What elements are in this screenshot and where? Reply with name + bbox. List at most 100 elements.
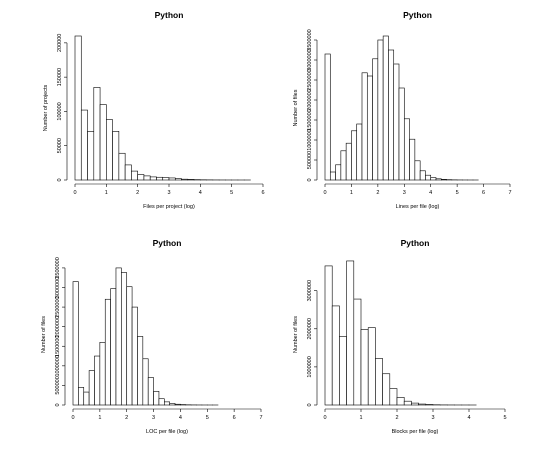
x-tick-label: 2	[376, 190, 379, 196]
x-tick-label: 0	[71, 415, 74, 421]
histogram-bar	[360, 329, 369, 406]
histogram-bar	[356, 123, 363, 181]
histogram-bar	[153, 390, 160, 406]
histogram-bar	[329, 171, 336, 181]
x-tick-label: 4	[179, 415, 182, 421]
histogram-bar	[396, 397, 405, 406]
histogram-bar	[324, 53, 331, 181]
x-tick-label: 3	[152, 415, 155, 421]
x-tick-label: 3	[167, 190, 170, 196]
histogram-bar	[377, 39, 384, 181]
histogram-bar	[331, 305, 340, 406]
x-tick-label: 5	[206, 415, 209, 421]
x-tick-label: 2	[395, 415, 398, 421]
chart-title: Python	[153, 238, 182, 248]
y-tick-label: 3000000	[307, 280, 313, 301]
histogram-bar	[115, 267, 122, 406]
histogram-bar	[398, 87, 405, 181]
histogram-bar	[340, 150, 347, 181]
x-tick-label: 0	[323, 415, 326, 421]
histogram-bar	[411, 402, 419, 406]
y-tick-label: 1000000	[307, 129, 313, 150]
chart-title: Python	[155, 10, 184, 20]
histogram-bar	[169, 403, 176, 406]
histogram-bar	[106, 119, 113, 181]
histogram-bar	[174, 403, 181, 406]
histogram-bar	[93, 87, 101, 181]
histogram-bar	[339, 336, 347, 406]
chart-title: Python	[403, 10, 432, 20]
y-axis-label: Number of files	[293, 89, 299, 126]
x-tick-label: 5	[503, 415, 506, 421]
x-tick-label: 4	[429, 190, 432, 196]
x-tick-label: 1	[98, 415, 101, 421]
y-tick-label: 3000000	[307, 49, 313, 70]
chart-panel-blocks-per-file: Python 0 1 2 3 4 5 Blocks per file (log) 0 100000…	[293, 238, 507, 435]
histogram-bar	[418, 403, 427, 406]
histogram-bar	[164, 401, 170, 406]
histogram-bar	[94, 355, 101, 406]
histogram-bar	[72, 281, 79, 406]
y-tick-label: 0	[55, 403, 61, 406]
histogram-bar	[414, 160, 421, 181]
histogram-bar	[435, 178, 442, 181]
y-tick-label: 1000000	[55, 355, 61, 376]
histogram-bar	[121, 272, 128, 406]
histogram-bar	[174, 178, 182, 181]
chart-panel-lines-per-file: Python 0 1 2 3 4 5 6 7 Lines per file (log) 0 50000…	[293, 10, 512, 210]
histogram-bar	[80, 109, 88, 181]
histogram-bar	[143, 175, 151, 181]
histogram-bar	[112, 131, 120, 181]
x-tick-label: 3	[403, 190, 406, 196]
histogram-bar	[375, 358, 383, 406]
histogram-bar	[137, 174, 145, 181]
histogram-bar	[156, 176, 164, 181]
histogram-bar	[361, 72, 368, 181]
histogram-bar	[104, 298, 111, 406]
histogram-bar	[367, 327, 376, 406]
histogram-bar	[372, 58, 379, 181]
x-tick-label: 4	[199, 190, 202, 196]
x-tick-label: 0	[73, 190, 76, 196]
histogram-bar	[142, 358, 149, 406]
histogram-bar	[87, 131, 95, 181]
histogram-bar	[83, 391, 90, 406]
chart-panel-files-per-project: Python 0 1 2 3 4 5 6 Files per project (log) 0 500…	[43, 10, 265, 210]
x-axis-label: Blocks per file (log)	[392, 429, 439, 435]
x-tick-label: 4	[467, 415, 470, 421]
histogram-bar	[181, 178, 189, 181]
y-tick-label: 500000	[55, 376, 61, 394]
y-tick-label: 200000	[57, 34, 63, 52]
histogram-bar	[118, 152, 126, 181]
y-tick-label: 0	[307, 403, 313, 406]
histogram-bar	[382, 35, 389, 181]
histogram-bar	[351, 130, 358, 181]
y-tick-label: 0	[57, 178, 63, 181]
x-tick-label: 7	[508, 190, 511, 196]
y-tick-label: 2500000	[307, 69, 313, 90]
x-tick-label: 3	[431, 415, 434, 421]
histogram-bar	[110, 288, 117, 406]
x-tick-label: 5	[456, 190, 459, 196]
histogram-bar	[99, 342, 106, 406]
histogram-bar	[324, 265, 333, 406]
y-tick-label: 3500000	[307, 29, 313, 50]
histogram-bar	[345, 142, 352, 181]
x-axis-label: Lines per file (log)	[396, 204, 440, 210]
histogram-bar	[162, 177, 170, 181]
y-tick-label: 500000	[307, 151, 313, 169]
y-axis-label: Number of files	[293, 316, 299, 353]
histogram-bar	[440, 179, 447, 181]
x-tick-label: 7	[259, 415, 262, 421]
histogram-bar	[388, 49, 395, 181]
histogram-bar	[124, 164, 132, 181]
x-tick-label: 2	[125, 415, 128, 421]
x-axis-label: LOC per file (log)	[146, 429, 188, 435]
histogram-bar	[88, 370, 95, 406]
y-tick-label: 1500000	[55, 336, 61, 357]
histogram-bar	[346, 260, 355, 406]
x-tick-label: 1	[105, 190, 108, 196]
x-tick-label: 6	[482, 190, 485, 196]
